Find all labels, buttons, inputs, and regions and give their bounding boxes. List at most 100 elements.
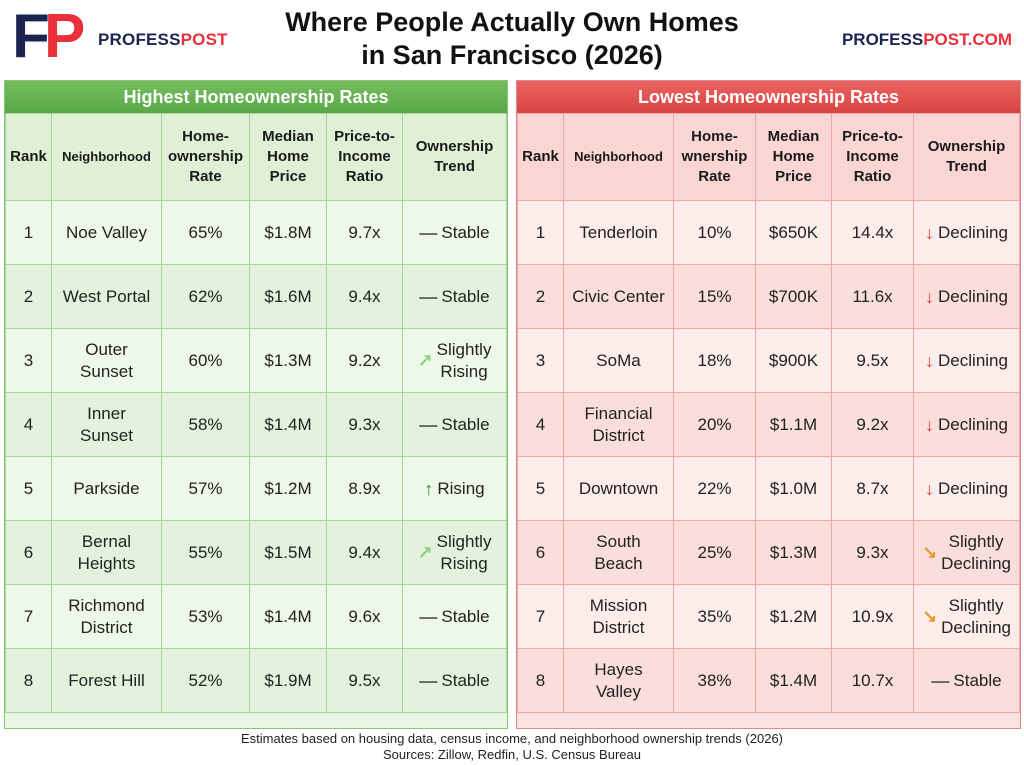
- ownership-rate-cell: 53%: [161, 584, 250, 649]
- trend-label: Stable: [441, 222, 489, 244]
- trend-label: Slightly Declining: [941, 531, 1011, 575]
- median-price-cell: $700K: [755, 264, 832, 329]
- table-row: 7 Mission District 35% $1.2M 10.9x ↘ Slightly De…: [517, 584, 1020, 649]
- trend-label-line: Declining: [938, 414, 1008, 434]
- brand-logo[interactable]: F P PROFESSPOST: [12, 6, 228, 68]
- neighborhood-name-line: Parkside: [73, 478, 140, 498]
- ownership-rate-cell: 18%: [673, 328, 756, 393]
- trend-stable-icon: —: [931, 670, 950, 691]
- trend-label-line: Slightly: [948, 595, 1004, 615]
- trend-declining-icon: ↓: [925, 222, 935, 243]
- highest-rates-panel: Highest Homeownership Rates Rank Neighbo…: [4, 80, 508, 729]
- ownership-rate-cell: 10%: [673, 200, 756, 265]
- trend-label: Declining: [938, 478, 1008, 500]
- neighborhood-cell: Financial District: [563, 392, 674, 457]
- trend-label: Stable: [441, 670, 489, 692]
- price-income-ratio-cell: 9.5x: [326, 648, 403, 713]
- ownership-rate-cell: 35%: [673, 584, 756, 649]
- ownership-trend-cell: — Stable: [913, 648, 1020, 713]
- col-median-price: Median Home Price: [249, 113, 327, 201]
- price-income-ratio-cell: 9.3x: [831, 520, 914, 585]
- ownership-trend-cell: ↘ Slightly Declining: [913, 584, 1020, 649]
- neighborhood-cell: Richmond District: [51, 584, 162, 649]
- neighborhood-name-line: Financial: [584, 403, 653, 423]
- table-row: 3 SoMa 18% $900K 9.5x ↓ Declining: [517, 328, 1020, 393]
- neighborhood-name-line: Noe Valley: [66, 222, 147, 242]
- price-income-ratio-cell: 10.7x: [831, 648, 914, 713]
- trend-label-line: Stable: [441, 606, 490, 626]
- neighborhood-name-line: Hayes: [594, 659, 643, 679]
- col-rank: Rank: [517, 113, 564, 201]
- trend-label: Stable: [441, 606, 489, 628]
- trend-declining-icon: ↓: [925, 478, 935, 499]
- trend-label-line: Stable: [953, 670, 1002, 690]
- trend-label: Slightly Rising: [437, 339, 492, 383]
- trend-indicator: ↓ Declining: [916, 286, 1017, 308]
- price-income-ratio-cell: 10.9x: [831, 584, 914, 649]
- neighborhood-name-line: District: [592, 425, 645, 445]
- neighborhood-cell: Forest Hill: [51, 648, 162, 713]
- neighborhood-cell: West Portal: [51, 264, 162, 329]
- neighborhood-cell: Noe Valley: [51, 200, 162, 265]
- table-row: 2 Civic Center 15% $700K 11.6x ↓ Declining: [517, 264, 1020, 329]
- trend-declining-icon: ↓: [925, 350, 935, 371]
- site-url-link[interactable]: PROFESSPOST.COM: [842, 30, 1012, 50]
- price-income-ratio-cell: 8.9x: [326, 456, 403, 521]
- trend-label: Rising: [437, 478, 484, 500]
- price-income-ratio-cell: 11.6x: [831, 264, 914, 329]
- trend-label-line: Slightly: [948, 531, 1004, 551]
- trend-indicator: — Stable: [405, 222, 504, 244]
- neighborhood-name-line: Forest Hill: [68, 670, 145, 690]
- table-row: 1 Tenderloin 10% $650K 14.4x ↓ Declining: [517, 200, 1020, 265]
- table-row: 3 Outer Sunset 60% $1.3M 9.2x ↗ Slightly Rising: [5, 328, 507, 393]
- price-income-ratio-cell: 9.5x: [831, 328, 914, 393]
- trend-indicator: ↑ Rising: [405, 478, 504, 500]
- median-price-cell: $1.6M: [249, 264, 327, 329]
- ownership-rate-cell: 15%: [673, 264, 756, 329]
- trend-stable-icon: —: [419, 670, 438, 691]
- page-footer: Estimates based on housing data, census …: [0, 731, 1024, 763]
- trend-label: Declining: [938, 286, 1008, 308]
- trend-indicator: ↘ Slightly Declining: [916, 531, 1017, 575]
- neighborhood-cell: South Beach: [563, 520, 674, 585]
- ownership-rate-cell: 65%: [161, 200, 250, 265]
- median-price-cell: $650K: [755, 200, 832, 265]
- ownership-trend-cell: — Stable: [402, 648, 507, 713]
- trend-label: Stable: [441, 286, 489, 308]
- col-ownership-trend: Ownership Trend: [913, 113, 1020, 201]
- trend-slightly-rising-icon: ↗: [417, 350, 433, 371]
- table-row: 6 Bernal Heights 55% $1.5M 9.4x ↗ Slightly Risin…: [5, 520, 507, 585]
- neighborhood-name-line: Downtown: [578, 478, 659, 498]
- price-income-ratio-cell: 9.3x: [326, 392, 403, 457]
- table-row: 6 South Beach 25% $1.3M 9.3x ↘ Slightly Declinin…: [517, 520, 1020, 585]
- trend-label-line: Stable: [441, 222, 490, 242]
- trend-indicator: ↓ Declining: [916, 350, 1017, 372]
- neighborhood-name-line: Sunset: [80, 361, 133, 381]
- neighborhood-name-line: Outer: [85, 339, 128, 359]
- neighborhood-cell: Outer Sunset: [51, 328, 162, 393]
- trend-indicator: ↗ Slightly Rising: [405, 339, 504, 383]
- rank-cell: 6: [5, 520, 52, 585]
- brand-name-prefix: PROFESS: [98, 30, 181, 49]
- trend-slightly-rising-icon: ↗: [417, 542, 433, 563]
- trend-label: Stable: [953, 670, 1001, 692]
- neighborhood-cell: Inner Sunset: [51, 392, 162, 457]
- ownership-rate-cell: 58%: [161, 392, 250, 457]
- rank-cell: 8: [5, 648, 52, 713]
- ownership-rate-cell: 38%: [673, 648, 756, 713]
- trend-label-line: Rising: [440, 553, 488, 573]
- table-row: 7 Richmond District 53% $1.4M 9.6x — Stable: [5, 584, 507, 649]
- trend-label-line: Stable: [441, 286, 490, 306]
- table-header-row: Rank Neighborhood Home-wnership Rate Medi…: [517, 113, 1020, 201]
- price-income-ratio-cell: 8.7x: [831, 456, 914, 521]
- trend-declining-icon: ↓: [925, 286, 935, 307]
- site-url-suffix: POST.COM: [923, 30, 1012, 49]
- trend-slightly-declining-icon: ↘: [921, 542, 938, 563]
- price-income-ratio-cell: 9.4x: [326, 520, 403, 585]
- trend-indicator: — Stable: [916, 670, 1017, 692]
- neighborhood-name-line: Bernal: [81, 531, 132, 551]
- neighborhood-name-line: Richmond: [68, 595, 145, 615]
- trend-label-line: Declining: [938, 286, 1008, 306]
- trend-label-line: Declining: [941, 553, 1012, 573]
- ownership-trend-cell: ↓ Declining: [913, 392, 1020, 457]
